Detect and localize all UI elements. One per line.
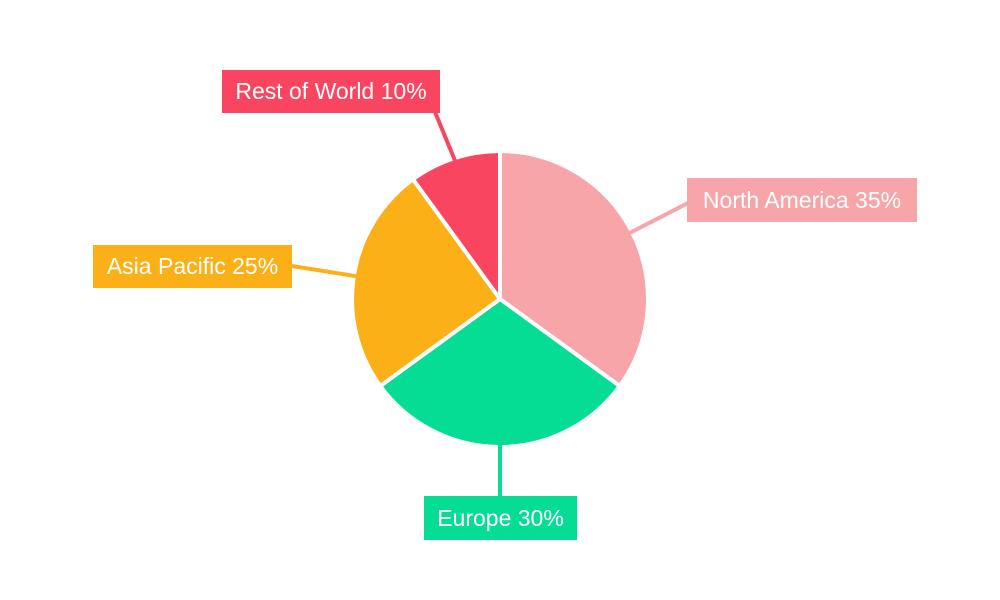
callout-label-rest-of-world: Rest of World 10% (235, 78, 427, 104)
callout-label-north-america: North America 35% (702, 186, 902, 213)
callout-label-asia-pacific: Asia Pacific 25% (106, 253, 279, 279)
leader-line-asia-pacific (291, 264, 358, 279)
callout-rest-of-world: Rest of World 10% (222, 70, 440, 113)
leader-line-rest-of-world (433, 111, 458, 162)
callout-label-europe: Europe 30% (437, 504, 564, 531)
callout-europe: Europe 30% (424, 496, 577, 540)
callout-asia-pacific: Asia Pacific 25% (93, 245, 292, 288)
leader-line-north-america (628, 201, 689, 235)
callout-north-america: North America 35% (687, 178, 917, 222)
